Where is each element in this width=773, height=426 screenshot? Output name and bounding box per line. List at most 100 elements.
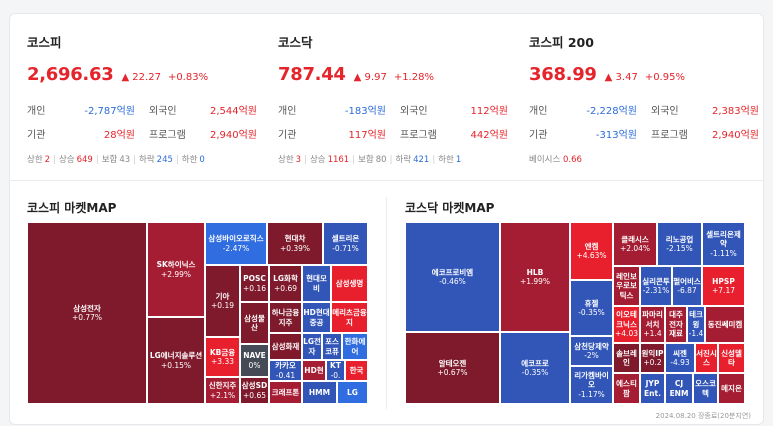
investor-row: 개인 -183억원 외국인 112억원 [278,103,508,127]
index-panel[interactable]: 코스닥 787.44 ▲ 9.97 +1.28% 개인 -183억원 외국인 112억원 기… [278,32,508,165]
map-tile[interactable]: LG [337,381,368,404]
map-tile[interactable]: 하나금융지주 [269,302,302,333]
map-tile[interactable]: 서진시스 [695,343,718,373]
map-tile[interactable]: 테크윙 -1.4 [687,306,705,343]
map-tile[interactable]: 클래시스 +2.04% [613,222,657,266]
index-name[interactable]: 코스피 200 [529,35,594,50]
map-tile[interactable]: 레인보우로보틱스 [613,266,640,306]
map-tile[interactable]: HD현대중공 [302,302,331,333]
map-tile[interactable]: 삼성바이오로직스 -2.47% [205,222,267,265]
map-tile[interactable]: CJ ENM [665,373,693,404]
map-tile[interactable]: 삼성물산 [240,302,269,344]
map-tile[interactable]: 휴젤 -0.35% [570,280,613,336]
index-name[interactable]: 코스닥 [278,35,313,50]
tile-name: 하나금융지주 [271,308,300,327]
map-tile[interactable]: 삼천당제약 -2% [570,336,613,366]
breadth-count: 3 [295,155,302,165]
tile-change: +2.99% [160,269,192,279]
breadth-count: 649 [76,155,93,165]
investor-flows: 개인 -2,787억원 외국인 2,544억원 기관 28억원 프로그램 2,940억원 [27,103,257,151]
tile-change: +1.4 [643,329,662,339]
investor-value: 117억원 [348,130,387,141]
index-panel[interactable]: 코스피 2,696.63 ▲ 22.27 +0.83% 개인 -2,787억원 외국인 2… [27,32,257,165]
map-tile[interactable]: HPSP +7.17 [702,266,745,306]
map-tile[interactable]: 한화에어 [342,333,368,360]
tile-name: 에코프로비엠 [431,267,474,277]
index-change: ▲ 9.97 [353,72,387,83]
map-tile[interactable]: 대주전자재료 [665,306,687,343]
tile-name: 삼성화재 [271,341,300,351]
map-tile[interactable]: HMM [302,381,337,404]
index-name[interactable]: 코스피 [27,35,62,50]
map-tile[interactable]: NAVE 0% [240,344,269,377]
tile-name: 삼천당제약 [574,341,609,351]
map-tile[interactable]: 리노공업 -2.15% [657,222,702,266]
map-tile[interactable]: 이오테크닉스 +4.03 [613,306,640,343]
index-panel[interactable]: 코스피 200 368.99 ▲ 3.47 +0.95% 개인 -2,228억원 외국인… [529,32,759,165]
tile-change: -1.11% [710,248,737,258]
map-tile[interactable]: 크래프톤 [269,381,302,404]
map-tile[interactable]: 메지온 [718,373,745,404]
map-tile[interactable]: HLB +1.99% [500,222,570,332]
index-value: 2,696.63 [27,64,114,85]
breadth-label: 상승 [58,155,75,165]
map-tile[interactable]: 기아 +0.19 [205,265,240,337]
map-tile[interactable]: HD현 [302,360,326,381]
map-tile[interactable]: 신한지주 +2.1% [205,377,240,404]
map-tile[interactable]: LG에너지솔루션 +0.15% [147,317,205,404]
map-tile[interactable]: LG전자 [302,333,322,360]
map-tile[interactable]: 신성델타 [718,343,745,373]
map-tile[interactable]: POSC +0.16 [240,265,269,302]
map-tile[interactable]: LG화학 +0.69 [269,265,302,302]
tile-change: +0.39% [279,243,311,253]
breadth-count: 0 [199,155,205,165]
map-tile[interactable]: 셀트리온 -0.71% [323,222,368,265]
index-change-pct: +0.95% [644,72,685,83]
index-change-pct: +1.28% [393,72,434,83]
map-tile[interactable]: 동진쎄미켐 [705,306,745,343]
map-tile[interactable]: 에코프로 -0.35% [500,332,570,404]
map-tile[interactable]: 삼성화재 [269,333,302,360]
map-tile[interactable]: 실리콘투 -2.31% [640,266,672,306]
map-tile[interactable]: 포스코퓨 [322,333,342,360]
map-tile[interactable]: 현대모비 [302,265,331,302]
map-tile[interactable]: 삼성생명 [331,265,368,302]
map-tile[interactable]: JYP Ent. [640,373,665,404]
map-tile[interactable]: SK하이닉스 +2.99% [147,222,205,317]
market-time-note: 2024.08.20 장종료(20분지연) [655,412,751,420]
map-tile[interactable]: 리가켐바이오 -1.17% [570,366,613,404]
tile-name: 실리콘투 [642,276,670,286]
map-tile[interactable]: 현대차 +0.39% [267,222,323,265]
map-tile[interactable]: 에코프로비엠 -0.46% [405,222,500,332]
map-tile[interactable]: 솔브레인 [613,343,640,373]
market-breadth: 상한 2 | 상승 649 | 보합 43 | 하락 245 | 하한 0 [27,155,205,165]
investor-label: 기관 [529,130,548,141]
map-tile[interactable]: 메리츠금융지 [331,302,368,333]
map-tile[interactable]: 오스코텍 [693,373,718,404]
map-tile[interactable]: 에스티팜 [613,373,640,404]
map-tile[interactable]: 삼성전자 +0.77% [27,222,147,404]
tile-name: POSC [243,274,266,283]
map-tile[interactable]: 파마리서치 +1.4 [640,306,665,343]
map-tile[interactable]: 씨젠 -4.93 [665,343,695,373]
tile-name: HPSP [712,276,735,286]
tile-name: LG화학 [273,274,298,283]
section-divider [10,180,763,181]
map-tile[interactable]: KT -0. [326,360,345,381]
map-tile[interactable]: 삼성SD +0.65 [240,377,269,404]
tile-change: -2% [584,351,599,360]
map-tile[interactable]: 엔켐 +4.63% [570,222,613,280]
map-tile[interactable]: 한국 [345,360,368,381]
index-change: ▲ 3.47 [604,72,638,83]
map-tile[interactable]: KB금융 +3.33 [205,337,240,377]
tile-name: NAVE [243,351,266,360]
map-tile[interactable]: 펄어비스 -6.87 [672,266,702,306]
kospi-map-title: 코스피 마켓MAP [27,201,117,215]
map-tile[interactable]: 알테오젠 +0.67% [405,332,500,404]
tile-name: 삼성물산 [244,313,265,333]
map-tile[interactable]: 카카오 -0.41 [269,360,302,381]
map-tile[interactable]: 원익IP +0.2 [640,343,665,373]
map-tile[interactable]: 셀트리온제약 -1.11% [702,222,745,266]
map-divider [386,197,387,409]
breadth-count: 421 [413,155,430,165]
